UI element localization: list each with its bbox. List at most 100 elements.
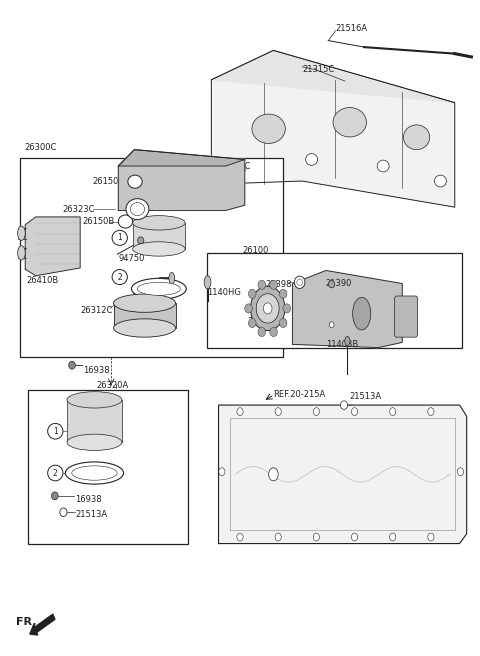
- Ellipse shape: [275, 533, 281, 541]
- Text: 26300C: 26300C: [24, 143, 57, 152]
- FancyBboxPatch shape: [21, 158, 283, 358]
- FancyBboxPatch shape: [28, 390, 188, 544]
- Ellipse shape: [313, 533, 320, 541]
- FancyArrow shape: [30, 614, 55, 635]
- Ellipse shape: [60, 508, 67, 516]
- Ellipse shape: [126, 199, 149, 220]
- Polygon shape: [67, 400, 122, 442]
- Text: 26320A: 26320A: [97, 381, 129, 390]
- FancyBboxPatch shape: [395, 296, 418, 337]
- Ellipse shape: [279, 289, 287, 298]
- Ellipse shape: [258, 280, 265, 289]
- Ellipse shape: [69, 361, 75, 369]
- Ellipse shape: [72, 466, 117, 480]
- Ellipse shape: [353, 297, 371, 330]
- Ellipse shape: [434, 175, 446, 187]
- Ellipse shape: [275, 407, 281, 415]
- Text: FR.: FR.: [16, 617, 36, 627]
- Ellipse shape: [130, 203, 144, 216]
- Ellipse shape: [404, 125, 430, 150]
- Ellipse shape: [237, 533, 243, 541]
- Ellipse shape: [428, 533, 434, 541]
- Text: 26323C: 26323C: [62, 205, 95, 214]
- Text: 21315C: 21315C: [302, 66, 334, 75]
- Ellipse shape: [252, 114, 285, 144]
- Ellipse shape: [340, 401, 348, 409]
- Ellipse shape: [390, 407, 396, 415]
- Text: 26150B: 26150B: [83, 217, 115, 226]
- Text: 21513A: 21513A: [75, 510, 108, 519]
- Text: 1140HG: 1140HG: [207, 287, 241, 297]
- Ellipse shape: [67, 434, 122, 451]
- Polygon shape: [132, 223, 185, 249]
- Ellipse shape: [234, 162, 246, 174]
- Ellipse shape: [245, 304, 252, 313]
- Ellipse shape: [294, 276, 305, 289]
- Ellipse shape: [132, 216, 185, 230]
- Ellipse shape: [377, 160, 389, 172]
- FancyBboxPatch shape: [206, 253, 462, 348]
- Text: 21312A: 21312A: [247, 317, 279, 326]
- Ellipse shape: [237, 407, 243, 415]
- Ellipse shape: [114, 319, 176, 337]
- Polygon shape: [114, 303, 176, 328]
- Text: 26100: 26100: [242, 247, 269, 255]
- Ellipse shape: [283, 304, 290, 313]
- Ellipse shape: [279, 318, 287, 327]
- Ellipse shape: [132, 278, 186, 299]
- Polygon shape: [118, 150, 245, 211]
- Ellipse shape: [138, 237, 144, 244]
- Text: 21516A: 21516A: [336, 24, 368, 33]
- Text: 26322C: 26322C: [218, 161, 251, 171]
- Polygon shape: [211, 51, 455, 207]
- Text: 94750: 94750: [118, 254, 144, 262]
- Ellipse shape: [132, 242, 185, 256]
- Polygon shape: [25, 217, 80, 276]
- Ellipse shape: [219, 468, 225, 476]
- Polygon shape: [211, 51, 455, 102]
- Ellipse shape: [114, 294, 176, 312]
- Ellipse shape: [258, 327, 265, 337]
- Ellipse shape: [333, 108, 366, 137]
- Ellipse shape: [18, 246, 25, 260]
- Text: 2: 2: [118, 272, 122, 281]
- Ellipse shape: [67, 392, 122, 408]
- Ellipse shape: [270, 280, 277, 289]
- Ellipse shape: [18, 226, 25, 241]
- Text: 26150B: 26150B: [92, 177, 124, 186]
- Polygon shape: [118, 150, 245, 166]
- Ellipse shape: [112, 270, 127, 285]
- Text: 11403B: 11403B: [326, 340, 358, 349]
- Polygon shape: [292, 270, 402, 348]
- Ellipse shape: [269, 468, 278, 481]
- Ellipse shape: [112, 230, 127, 245]
- Ellipse shape: [51, 492, 58, 500]
- Text: 1: 1: [53, 426, 58, 436]
- Text: 21513A: 21513A: [350, 392, 382, 401]
- Text: 16938: 16938: [84, 366, 110, 375]
- Ellipse shape: [118, 215, 132, 228]
- Ellipse shape: [390, 533, 396, 541]
- Ellipse shape: [249, 289, 256, 298]
- Ellipse shape: [264, 303, 272, 314]
- Ellipse shape: [204, 276, 211, 289]
- Text: 2: 2: [53, 468, 58, 478]
- Ellipse shape: [169, 272, 175, 284]
- Text: REF.20-215A: REF.20-215A: [274, 390, 325, 399]
- Ellipse shape: [128, 175, 142, 188]
- Ellipse shape: [256, 294, 279, 323]
- Ellipse shape: [329, 322, 334, 328]
- Text: 26312C: 26312C: [80, 306, 112, 315]
- Ellipse shape: [313, 407, 320, 415]
- Ellipse shape: [251, 286, 285, 331]
- Ellipse shape: [306, 154, 318, 165]
- Ellipse shape: [457, 468, 464, 476]
- Ellipse shape: [351, 533, 358, 541]
- Ellipse shape: [48, 423, 63, 439]
- Ellipse shape: [345, 337, 350, 346]
- Ellipse shape: [297, 279, 302, 285]
- Text: 1: 1: [118, 234, 122, 242]
- Ellipse shape: [137, 282, 180, 295]
- Text: 21398: 21398: [265, 279, 292, 289]
- Ellipse shape: [48, 465, 63, 481]
